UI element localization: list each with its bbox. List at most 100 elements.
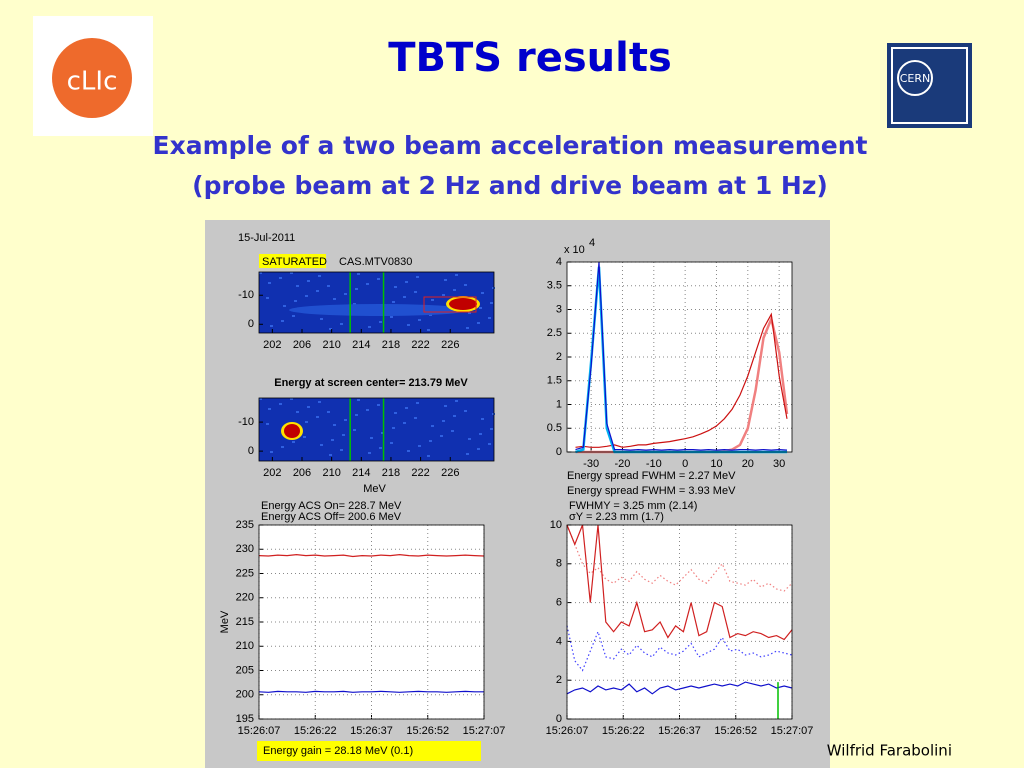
noise: [453, 415, 456, 417]
noise: [394, 412, 397, 414]
y-tick-label: 205: [236, 664, 254, 676]
x-tick-label: 202: [263, 467, 281, 479]
noise: [316, 416, 319, 418]
noise: [377, 278, 380, 280]
x-axis-label: MeV: [363, 483, 386, 495]
noise: [490, 302, 493, 304]
noise: [320, 318, 323, 320]
series-line: [575, 312, 788, 448]
x-tick-label: 20: [742, 458, 754, 470]
noise: [318, 275, 321, 277]
noise: [268, 282, 271, 284]
x-tick-label: 10: [710, 458, 722, 470]
noise: [370, 437, 373, 439]
y-tick-label: 1.5: [547, 375, 562, 387]
noise: [464, 284, 467, 286]
noise: [368, 452, 371, 454]
y-tick-label: 220: [236, 592, 254, 604]
noise: [279, 277, 282, 279]
noise: [453, 289, 456, 291]
noise: [259, 272, 262, 274]
x-tick-label: 222: [411, 339, 429, 351]
cern-logo-frame: [891, 47, 968, 124]
noise: [353, 429, 356, 431]
noise: [490, 428, 493, 430]
noise: [444, 279, 447, 281]
noise: [405, 281, 408, 283]
x-tick-label: 15:26:07: [238, 725, 281, 737]
subtitle-line: (probe beam at 2 Hz and drive beam at 1 …: [192, 171, 828, 200]
y-tick-label: 10: [550, 519, 562, 531]
noise: [403, 422, 406, 424]
series-line: [566, 524, 793, 641]
noise: [381, 432, 384, 434]
annotation: σY = 2.23 mm (1.7): [569, 511, 664, 523]
x-tick-label: 226: [441, 467, 459, 479]
noise: [442, 420, 445, 422]
noise: [292, 441, 295, 443]
noise: [296, 285, 299, 287]
noise: [418, 445, 421, 447]
noise: [366, 409, 369, 411]
y-multiplier: x 10: [564, 244, 585, 256]
noise: [292, 315, 295, 317]
noise: [268, 408, 271, 410]
noise: [416, 276, 419, 278]
noise: [392, 301, 395, 303]
noise: [466, 327, 469, 329]
noise: [394, 286, 397, 288]
noise: [414, 417, 417, 419]
y-tick-label: 3: [556, 303, 562, 315]
gain-text: Energy gain = 28.18 MeV (0.1): [263, 745, 413, 757]
noise: [333, 298, 336, 300]
noise: [281, 446, 284, 448]
x-tick-label: 210: [322, 467, 340, 479]
noise: [294, 300, 297, 302]
annotation: Energy spread FWHM = 2.27 MeV: [567, 470, 736, 482]
noise: [290, 398, 293, 400]
clic-logo-text: cLIc: [67, 67, 118, 97]
center-energy: Energy at screen center= 213.79 MeV: [274, 377, 468, 389]
y-tick-label: 6: [556, 597, 562, 609]
noise: [431, 425, 434, 427]
series-line: [566, 681, 793, 695]
x-tick-label: -30: [583, 458, 599, 470]
x-tick-label: 218: [382, 339, 400, 351]
y-tick-label: 235: [236, 519, 254, 531]
noise: [327, 285, 330, 287]
noise: [316, 290, 319, 292]
noise: [329, 328, 332, 330]
noise: [477, 448, 480, 450]
x-tick-label: 214: [352, 467, 370, 479]
noise: [468, 438, 471, 440]
noise: [455, 400, 458, 402]
gain-box: [257, 741, 481, 761]
noise: [488, 443, 491, 445]
clic-logo-circle: [52, 38, 132, 118]
annotation: Energy spread FWHM = 3.93 MeV: [567, 485, 736, 497]
noise: [418, 319, 421, 321]
noise: [290, 272, 293, 274]
noise: [481, 418, 484, 420]
y-tick-label: 3.5: [547, 280, 562, 292]
series-line: [575, 261, 788, 451]
noise: [427, 455, 430, 457]
noise: [390, 316, 393, 318]
status-badge: [259, 254, 326, 268]
y-tick-label: 2: [556, 351, 562, 363]
noise: [342, 434, 345, 436]
roi-box: [423, 296, 477, 313]
noise: [355, 414, 358, 416]
y-tick-label: 0: [248, 445, 254, 457]
y-tick-label: -10: [238, 289, 254, 301]
noise: [464, 410, 467, 412]
figure-date: 15-Jul-2011: [238, 232, 295, 244]
noise: [344, 419, 347, 421]
x-tick-label: 15:26:22: [602, 725, 645, 737]
noise: [492, 413, 495, 415]
x-tick-label: 214: [352, 339, 370, 351]
annotation: Energy ACS On= 228.7 MeV: [261, 500, 402, 512]
noise: [407, 324, 410, 326]
subtitle-line: Example of a two beam acceleration measu…: [153, 131, 868, 160]
y-tick-label: -10: [238, 416, 254, 428]
